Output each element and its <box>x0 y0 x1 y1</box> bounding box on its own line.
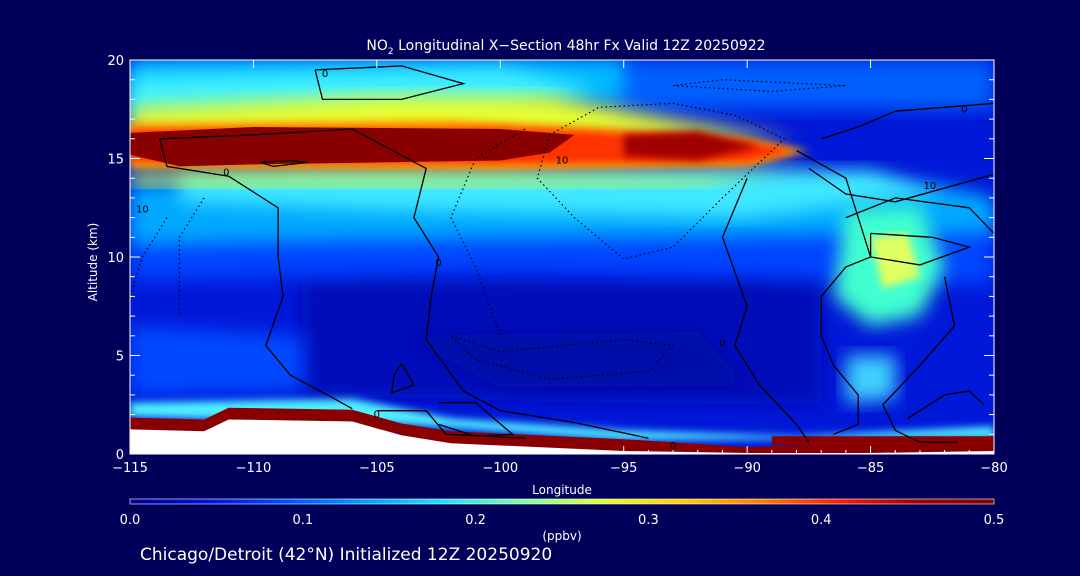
contour-dotted <box>178 197 205 317</box>
surface-maximum-east <box>771 436 994 447</box>
colorbar-tick-label: 0.5 <box>984 513 1005 528</box>
contour-solid <box>796 150 872 435</box>
x-axis: −115 −110 −105 −100 −95 −90 −85 −80 <box>112 60 1008 476</box>
contour-solid <box>882 276 957 443</box>
x-tick-label: −85 <box>857 461 884 476</box>
contour-label: 10 <box>923 181 936 192</box>
contour-label: 0 <box>223 167 229 178</box>
contour-solid <box>808 167 994 203</box>
contour-lines <box>130 65 994 443</box>
y-tick-label: 10 <box>107 251 124 266</box>
colorbar-tick-label: 0.1 <box>292 513 313 528</box>
colorbar-tick-label: 0.0 <box>120 513 141 528</box>
field-layer <box>130 398 994 441</box>
terrain <box>130 419 994 454</box>
x-axis-label: Longitude <box>532 483 592 497</box>
plot-area <box>130 60 994 454</box>
contour-solid <box>159 128 649 439</box>
contour-label: 0 <box>961 104 967 115</box>
x-tick-label: −80 <box>980 461 1007 476</box>
contour-dotted <box>536 102 786 260</box>
contour-solid <box>869 232 972 266</box>
contour-label: 0 <box>719 339 725 350</box>
surface-maximum <box>130 407 994 453</box>
field-layer <box>845 355 896 403</box>
colorbar-tick-label: 0.3 <box>638 513 659 528</box>
field-layer <box>623 130 760 161</box>
y-tick-label: 5 <box>116 350 124 365</box>
x-tick-label: −115 <box>112 461 148 476</box>
y-tick-label: 20 <box>107 54 124 69</box>
colorbar-tick-label: 0.2 <box>465 513 486 528</box>
contour-dotted <box>450 335 675 380</box>
chart-title: NO2 Longitudinal X−Section 48hr Fx Valid… <box>366 38 765 57</box>
contour-labels: 0 10 10 0 0 0 0 0 10 0 <box>136 69 968 452</box>
contour-solid <box>390 363 415 394</box>
contour-label: 0 <box>435 258 441 269</box>
colorbar-tick-label: 0.4 <box>811 513 832 528</box>
contour-solid <box>721 177 810 443</box>
x-tick-label: −105 <box>359 461 395 476</box>
colorbar-label: (ppbv) <box>542 529 581 543</box>
contour-label: 10 <box>136 205 149 216</box>
contour-solid <box>260 159 308 168</box>
y-tick-label: 0 <box>116 448 124 463</box>
colorbar-strip <box>129 498 995 505</box>
contour-dotted <box>450 128 526 337</box>
contour-solid <box>438 402 515 437</box>
contour-solid <box>314 65 466 101</box>
contour-solid <box>158 138 353 410</box>
contour-solid <box>376 410 526 439</box>
contour-label: 0 <box>322 69 328 80</box>
colorbar: 0.0 0.1 0.2 0.3 0.4 0.5 <box>120 498 1005 528</box>
contour-solid <box>845 197 994 234</box>
chart-subtitle: Chicago/Detroit (42°N) Initialized 12Z 2… <box>140 545 552 565</box>
y-axis: 0 5 10 15 20 <box>107 54 994 463</box>
contour-label: 0 <box>670 441 676 452</box>
x-tick-label: −100 <box>482 461 518 476</box>
field-layer <box>130 325 303 395</box>
y-tick-label: 15 <box>107 153 124 168</box>
x-tick-label: −90 <box>733 461 760 476</box>
contour-label: 10 <box>556 155 569 166</box>
y-axis-label: Altitude (km) <box>86 223 100 302</box>
field-layer <box>130 127 575 167</box>
concentration-field <box>130 60 994 454</box>
x-tick-label: −110 <box>236 461 272 476</box>
contour-solid <box>907 390 985 420</box>
contour-solid <box>821 102 994 140</box>
x-tick-label: −95 <box>610 461 637 476</box>
field-layer <box>130 158 822 185</box>
contour-label: 0 <box>374 410 380 421</box>
field-layer <box>401 331 748 387</box>
